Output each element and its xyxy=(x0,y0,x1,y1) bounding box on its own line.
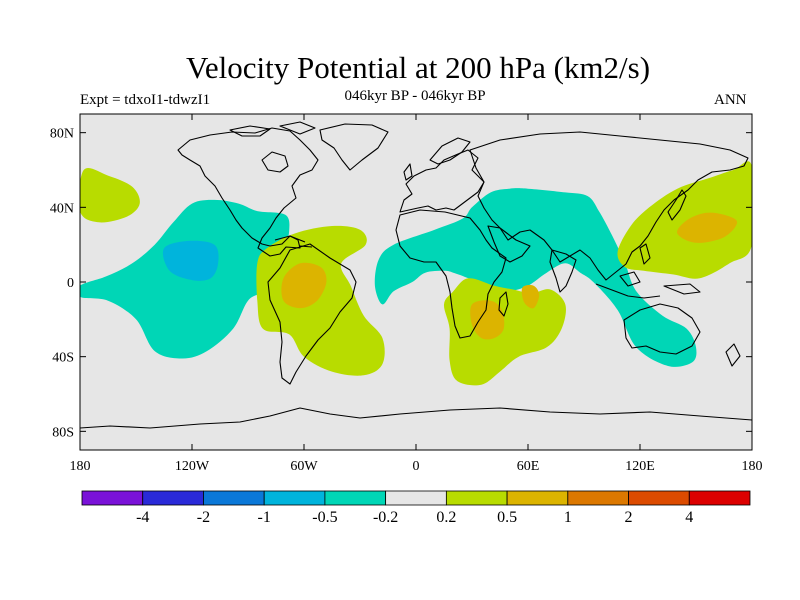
coastline-south-america xyxy=(267,243,357,385)
y-tick-label: 0 xyxy=(67,276,74,291)
colorbar-label: -0.2 xyxy=(373,509,398,526)
x-tick-label: 120W xyxy=(175,459,210,474)
x-tick-label: 0 xyxy=(413,459,420,474)
colorbar-swatch xyxy=(567,490,629,506)
colorbar-swatch xyxy=(81,490,144,506)
colorbar-label: 1 xyxy=(564,509,572,526)
coastline-arabia xyxy=(487,225,531,263)
axis-ticks: 180 120W 60W 0 60E 120E 180 80N 40N 0 40S 80S xyxy=(50,114,763,474)
colorbar-label: -4 xyxy=(136,509,149,526)
coastline-scandinavia xyxy=(429,137,471,165)
coastline-philippines xyxy=(639,243,651,265)
region-west-pacific-positive-core xyxy=(677,212,738,243)
colorbar-label: 0.5 xyxy=(497,509,517,526)
colorbar-swatch xyxy=(263,490,326,506)
colorbar-swatch xyxy=(688,490,751,506)
x-tick-label: 180 xyxy=(70,459,91,474)
colorbar-label: -0.5 xyxy=(312,509,337,526)
coastline-australia xyxy=(623,303,701,355)
y-tick-label: 40S xyxy=(52,351,74,366)
coastline-antarctica xyxy=(80,407,752,429)
colorbar-swatch xyxy=(324,490,387,506)
region-east-pacific-negative-core xyxy=(162,240,219,281)
colorbar-swatch xyxy=(385,490,447,506)
region-south-america-positive xyxy=(256,225,385,376)
colorbar-label: 4 xyxy=(685,509,693,526)
region-africa-positive-core-east xyxy=(521,285,540,309)
coastline-indonesia xyxy=(595,271,701,299)
colorbar-label: -1 xyxy=(258,509,271,526)
y-tick-label: 80N xyxy=(50,127,74,142)
coastline-britain xyxy=(403,163,413,181)
y-tick-label: 80S xyxy=(52,425,74,440)
coastline-north-america xyxy=(177,127,319,257)
period-label: 046kyr BP - 046kyr BP xyxy=(344,88,486,104)
colorbar-label: 0.2 xyxy=(436,509,456,526)
coastline-asia xyxy=(469,131,749,281)
x-tick-label: 60E xyxy=(517,459,540,474)
coastline-new-zealand xyxy=(725,343,741,367)
coastline-arctic-islands xyxy=(229,121,316,137)
colorbar-swatch xyxy=(203,490,265,506)
coastline-africa xyxy=(395,209,507,339)
colorbar-swatch xyxy=(628,490,690,506)
y-tick-label: 40N xyxy=(50,201,74,216)
coastlines xyxy=(80,121,752,429)
x-tick-label: 60W xyxy=(290,459,318,474)
coastline-hudson-bay xyxy=(261,151,289,173)
coastline-japan xyxy=(667,189,687,221)
region-africa-positive-core-west xyxy=(470,300,505,340)
colorbar: -4 -2 -1 -0.5 -0.2 0.2 0.5 1 2 4 xyxy=(81,490,751,526)
region-eurasia-indian-ocean-negative xyxy=(374,188,697,367)
region-central-pacific-north-positive xyxy=(80,167,140,223)
region-east-pacific-negative xyxy=(80,199,290,359)
season-label: ANN xyxy=(714,92,747,108)
coastline-india xyxy=(549,249,577,293)
experiment-label: Expt = tdxoI1-tdwzI1 xyxy=(80,92,211,108)
contour-regions xyxy=(80,161,752,386)
coastline-madagascar xyxy=(498,291,509,317)
region-south-america-positive-core xyxy=(281,262,327,309)
region-west-pacific-positive xyxy=(617,161,752,279)
chart-title: Velocity Potential at 200 hPa (km2/s) xyxy=(185,50,651,85)
colorbar-label: 2 xyxy=(625,509,633,526)
colorbar-label: -2 xyxy=(197,509,210,526)
colorbar-swatch xyxy=(445,490,508,506)
x-tick-label: 120E xyxy=(625,459,655,474)
colorbar-swatch xyxy=(506,490,569,506)
colorbar-swatch xyxy=(142,490,204,506)
coastline-greenland xyxy=(319,123,389,171)
x-tick-label: 180 xyxy=(742,459,763,474)
